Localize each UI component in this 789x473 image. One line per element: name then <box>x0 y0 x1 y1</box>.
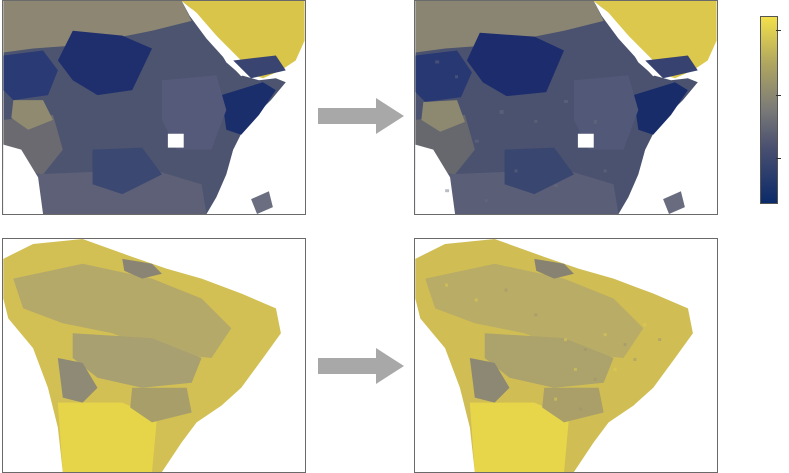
ocean-east <box>216 119 305 214</box>
amazon-basin <box>13 263 232 358</box>
southern-cone <box>469 402 569 472</box>
central-gray-region <box>72 333 202 388</box>
dark-west-region <box>415 50 472 103</box>
southern-cone <box>57 402 157 472</box>
yellow-patch-west <box>11 100 53 130</box>
amazon-basin <box>425 263 644 358</box>
madagascar-island <box>663 191 685 214</box>
red-sea <box>593 1 662 77</box>
gulf-aden-land <box>233 55 286 79</box>
arrow-bottom <box>318 348 404 384</box>
southeast-gray <box>130 387 192 423</box>
madagascar-island <box>251 191 273 214</box>
south-america-fine-map <box>415 239 717 472</box>
sahara-band <box>415 1 604 53</box>
dark-sahel-region <box>57 30 153 96</box>
east-region <box>161 75 227 150</box>
dark-west-region <box>3 50 58 101</box>
colorbar-tick <box>776 30 781 31</box>
andes-gray <box>469 357 510 403</box>
east-region <box>573 75 639 150</box>
colorbar-tick <box>776 95 781 96</box>
sahara-band <box>3 1 192 53</box>
horn-dark-region <box>633 82 688 135</box>
ocean-west-gap <box>3 144 44 214</box>
andes-gray <box>57 357 98 403</box>
ocean-west-gap <box>415 144 456 214</box>
gulf-aden-land <box>645 55 698 79</box>
south-america-coarse-map <box>3 239 305 472</box>
fine-detail-texture <box>435 60 607 203</box>
lake-victoria <box>167 133 184 148</box>
horn-dark-region <box>221 82 276 135</box>
arrow-top <box>318 98 404 134</box>
ocean-east <box>628 119 717 214</box>
red-sea <box>181 1 250 77</box>
dark-sahel-region <box>466 32 565 97</box>
map-panel-africa-coarse <box>2 0 306 215</box>
central-dark-region <box>92 147 162 195</box>
darker-north <box>534 258 574 279</box>
africa-fine-map <box>415 1 717 214</box>
southeast-gray <box>542 387 604 423</box>
map-panel-south-america-fine <box>414 238 718 473</box>
darker-north <box>122 258 162 279</box>
lake-victoria <box>577 133 594 148</box>
central-gray-region <box>484 333 614 388</box>
map-panel-south-america-coarse <box>2 238 306 473</box>
central-dark-region <box>504 147 574 195</box>
colorbar-tick <box>776 158 781 159</box>
fine-detail-texture <box>445 283 662 411</box>
map-panel-africa-fine <box>414 0 718 215</box>
yellow-patch-west <box>421 100 465 132</box>
colorbar <box>760 16 778 204</box>
africa-coarse-map <box>3 1 305 214</box>
